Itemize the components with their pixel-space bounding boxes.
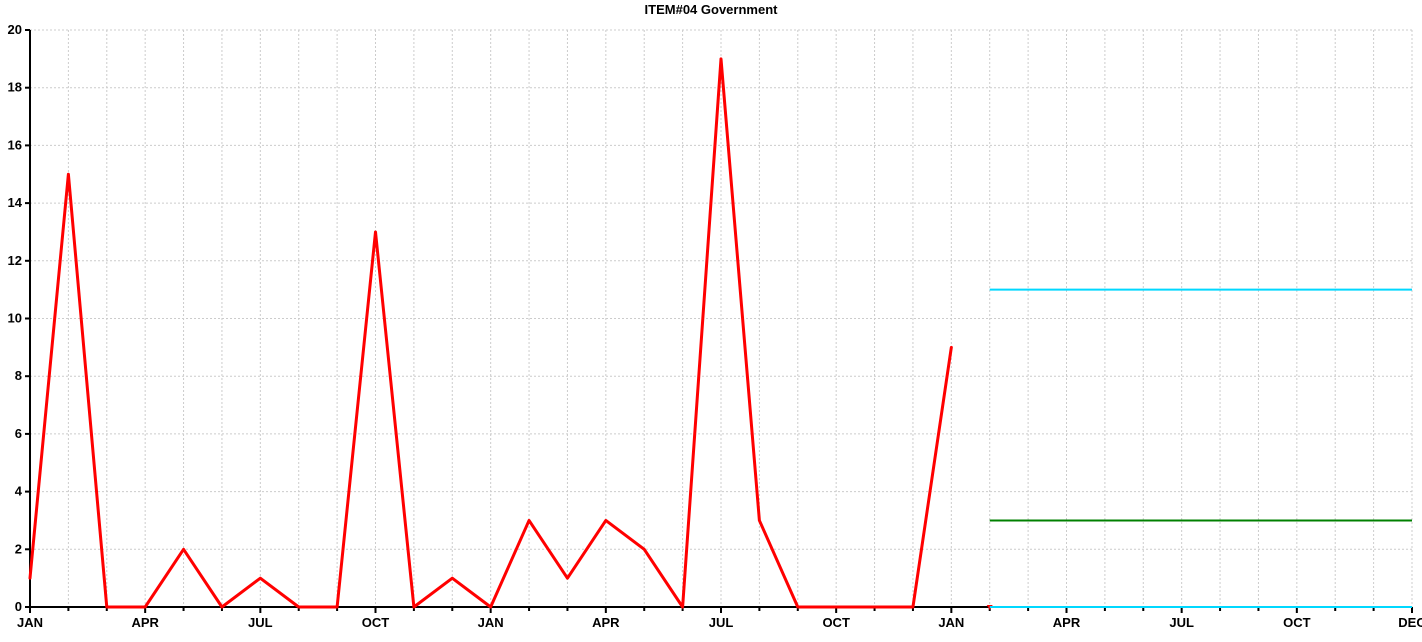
x-tick-label: OCT	[1283, 615, 1311, 630]
y-tick-label: 14	[8, 195, 23, 210]
x-tick-label: JAN	[938, 615, 964, 630]
series-actual	[30, 59, 951, 607]
x-tick-label: DEC	[1398, 615, 1422, 630]
x-tick-label: APR	[131, 615, 159, 630]
x-tick-label: APR	[1053, 615, 1081, 630]
x-tick-label: OCT	[362, 615, 390, 630]
y-tick-label: 4	[15, 484, 23, 499]
y-tick-label: 10	[8, 311, 22, 326]
y-tick-label: 18	[8, 80, 22, 95]
x-tick-label: JUL	[248, 615, 273, 630]
chart-container: ITEM#04 Government 0 2 4 6 8 10 12 14 16 18 20 JAN AP…	[0, 0, 1422, 642]
x-tick-label: JAN	[478, 615, 504, 630]
y-tick-label: 0	[15, 599, 22, 614]
y-tick-label: 12	[8, 253, 22, 268]
x-tick-label: OCT	[822, 615, 850, 630]
y-tick-label: 8	[15, 368, 22, 383]
y-tick-label: 16	[8, 137, 22, 152]
x-tick-label: JUL	[709, 615, 734, 630]
chart-svg: ITEM#04 Government 0 2 4 6 8 10 12 14 16 18 20 JAN AP…	[0, 0, 1422, 642]
y-tick-label: 2	[15, 541, 22, 556]
y-tick-label: 6	[15, 426, 22, 441]
chart-title: ITEM#04 Government	[645, 2, 779, 17]
x-tick-label: JAN	[17, 615, 43, 630]
x-tick-label: JUL	[1169, 615, 1194, 630]
x-tick-label: APR	[592, 615, 620, 630]
y-tick-label: 20	[8, 22, 22, 37]
